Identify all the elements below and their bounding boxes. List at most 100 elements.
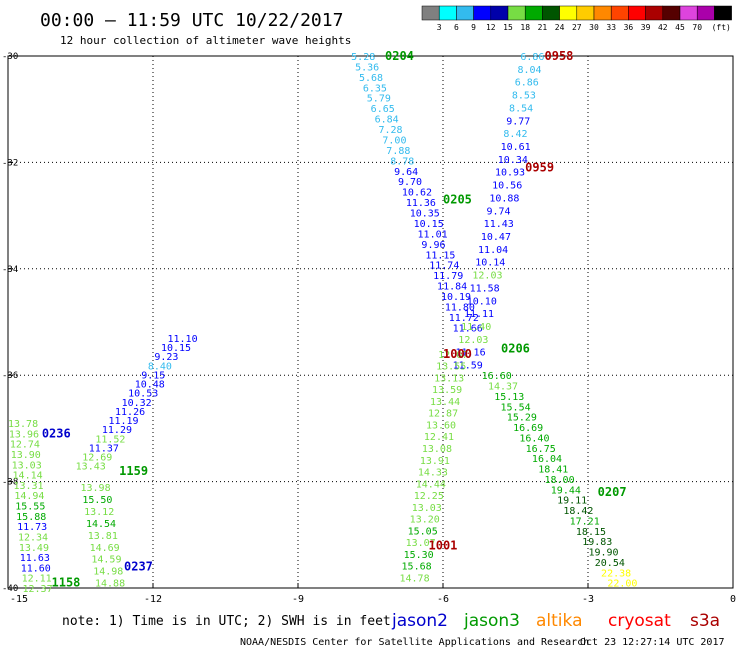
pass-time-label: 0237: [124, 560, 153, 574]
wave-height-value: 5.79: [367, 94, 391, 105]
legend-scale-label: 36: [624, 23, 634, 32]
wave-height-value: 12.41: [424, 432, 454, 443]
legend-color-swatch: [645, 5, 664, 21]
chart-title: 00:00 — 11:59 UTC 10/22/2017: [40, 10, 343, 31]
wave-height-value: 11.59: [453, 361, 483, 372]
legend-color-swatch: [524, 5, 543, 21]
wave-height-value: 15.05: [408, 526, 438, 537]
satellite-legend-item: jason2: [391, 611, 448, 631]
wave-height-value: 11.84: [437, 282, 467, 293]
wave-height-value: 6.86: [520, 52, 544, 63]
y-tick-label: -34: [2, 265, 18, 275]
wave-height-value: 11.29: [102, 425, 132, 436]
wave-height-value: 5.68: [359, 73, 383, 84]
wave-height-value: 5.28: [351, 52, 375, 63]
wave-height-value: 14.37: [488, 382, 518, 393]
wave-height-value: 10.48: [135, 380, 165, 391]
wave-height-value: 9.15: [141, 370, 165, 381]
wave-height-value: 14.94: [14, 491, 44, 502]
wave-height-value: 10.14: [475, 258, 505, 269]
wave-height-value: 19.44: [551, 485, 581, 496]
wave-height-value: 16.69: [513, 423, 543, 434]
wave-height-value: 13.59: [432, 385, 462, 396]
wave-height-value: 13.91: [420, 456, 450, 467]
wave-height-value: 11.37: [89, 443, 119, 454]
wave-height-value: 13.12: [84, 507, 114, 518]
wave-height-value: 15.13: [494, 392, 524, 403]
wave-height-value: 12.34: [18, 532, 48, 543]
wave-height-value: 13.43: [76, 462, 106, 473]
wave-height-value: 11.63: [20, 553, 50, 564]
legend-scale-label: 45: [675, 23, 685, 32]
wave-height-value: 11.73: [17, 522, 47, 533]
wave-height-value: 5.36: [355, 62, 379, 73]
wave-height-value: 13.60: [426, 420, 456, 431]
legend-color-swatch: [662, 5, 681, 21]
wave-height-value: 16.04: [532, 454, 562, 465]
wave-height-value: 10.32: [122, 398, 152, 409]
wave-height-value: 11.66: [453, 323, 483, 334]
legend-color-swatch: [473, 5, 492, 21]
satellite-legend-item: s3a: [690, 611, 720, 631]
wave-height-value: 10.53: [128, 389, 158, 400]
wave-height-value: 8.40: [148, 361, 172, 372]
wave-height-value: 12.07: [438, 350, 468, 361]
wave-height-value: 6.84: [375, 115, 399, 126]
pass-time-label: 1000: [443, 347, 472, 361]
wave-height-value: 13.08: [422, 444, 452, 455]
legend-scale-label: 15: [503, 23, 513, 32]
wave-height-value: 18.41: [538, 465, 568, 476]
wave-height-value: 19.83: [582, 537, 612, 548]
wave-height-value: 11.74: [429, 261, 459, 272]
x-tick-label: -9: [292, 594, 304, 605]
y-tick-label: -32: [2, 158, 18, 168]
y-tick-label: -36: [2, 371, 18, 381]
wave-height-labels: 5.285.365.686.355.796.656.847.287.007.88…: [8, 52, 637, 595]
wave-height-value: 15.29: [507, 413, 537, 424]
legend-color-swatch: [576, 5, 595, 21]
wave-height-value: 10.61: [501, 142, 531, 153]
wave-height-value: 14.88: [95, 579, 125, 590]
legend-scale-label: 3: [437, 23, 442, 32]
wave-height-value: 8.54: [509, 103, 533, 114]
chart-subtitle: 12 hour collection of altimeter wave hei…: [60, 34, 351, 47]
legend-scale-label: 33: [606, 23, 616, 32]
footer-note: note: 1) Time is in UTC; 2) SWH is in fe…: [62, 614, 391, 629]
wave-height-value: 12.11: [22, 574, 52, 585]
wave-height-value: 11.60: [21, 563, 51, 574]
pass-time-label: 1001: [429, 538, 458, 552]
pass-time-label: 0206: [501, 342, 530, 356]
legend-scale-label: 6: [454, 23, 459, 32]
pass-time-label: 1159: [119, 464, 148, 478]
wave-height-value: 11.04: [478, 245, 508, 256]
legend-color-swatch: [610, 5, 629, 21]
pass-time-labels: 0204 0958 0959 0205 1000 0206 0236 1159 0207 1001…: [42, 49, 627, 590]
wave-height-value: 22.00: [607, 579, 637, 590]
wave-height-value: 18.00: [545, 475, 575, 486]
wave-height-value: 11.36: [406, 198, 436, 209]
wave-height-value: 9.77: [506, 116, 530, 127]
wave-height-value: 13.81: [88, 531, 118, 542]
legend-unit: (ft): [712, 23, 731, 32]
wave-height-value: 9.96: [421, 240, 445, 251]
wave-height-value: 13.98: [81, 483, 111, 494]
wave-height-value: 10.62: [402, 188, 432, 199]
legend-scale-label: 30: [589, 23, 599, 32]
wave-height-value: 16.60: [482, 371, 512, 382]
legend-color-swatch: [628, 5, 646, 21]
legend-color-swatch: [714, 5, 732, 21]
legend-scale-label: 27: [572, 23, 582, 32]
wave-height-value: 12.03: [458, 335, 488, 346]
legend-scale-label: 21: [538, 23, 548, 32]
wave-height-value: 11.58: [470, 283, 500, 294]
wave-height-value: 22.38: [601, 568, 631, 579]
wave-height-value: 19.90: [588, 548, 618, 559]
wave-height-value: 13.78: [8, 419, 38, 430]
satellite-legend-item: jason3: [463, 611, 520, 631]
wave-height-value: 15.54: [501, 402, 531, 413]
wave-height-value: 11.26: [115, 407, 145, 418]
wave-height-value: 13.44: [430, 397, 460, 408]
wave-height-value: 13.07: [406, 538, 436, 549]
wave-height-value: 10.15: [161, 343, 191, 354]
wave-height-value: 14.98: [93, 567, 123, 578]
